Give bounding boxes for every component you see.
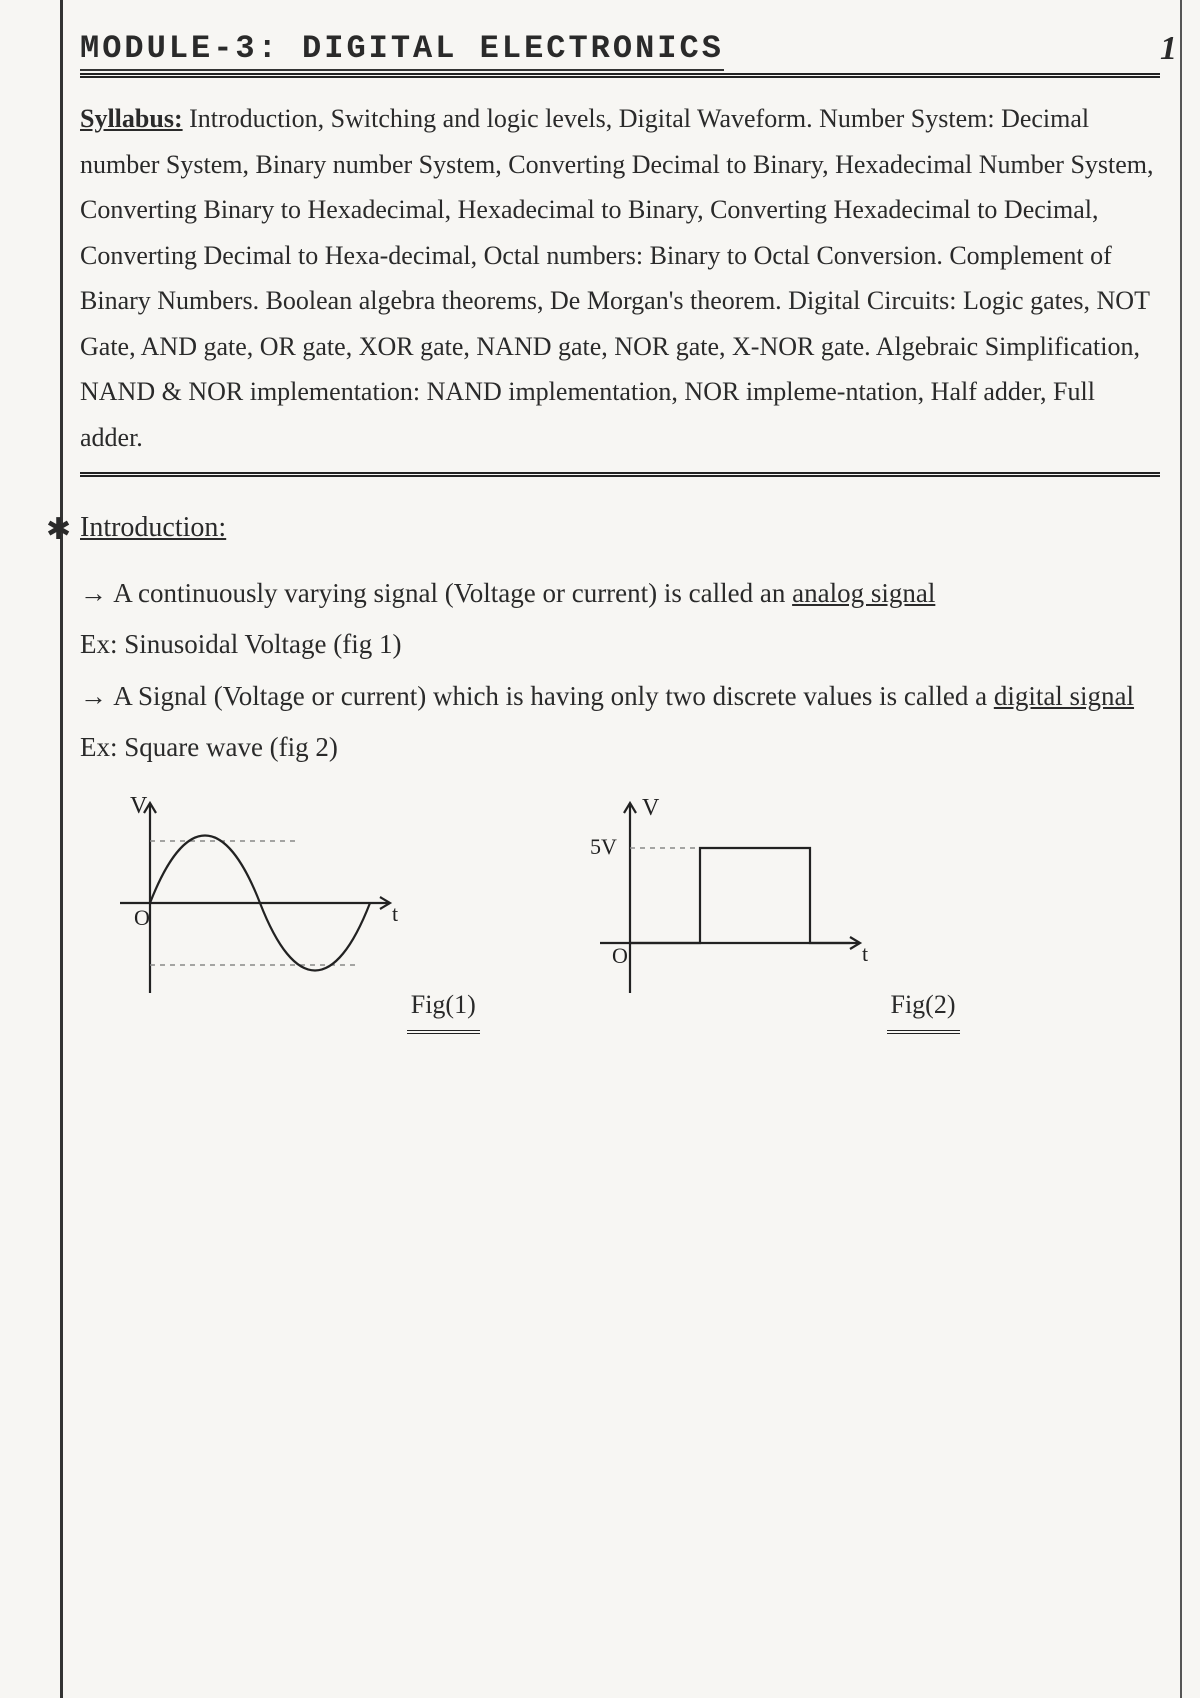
analog-signal-term: analog signal (792, 578, 935, 608)
figure-2: Vt O 5V Fig(2) (560, 793, 960, 1033)
svg-text:5V: 5V (590, 834, 617, 859)
analog-text: A continuously varying signal (Voltage o… (113, 578, 792, 608)
page-number: 1 (1160, 30, 1180, 68)
arrow-icon: → (80, 568, 108, 619)
svg-text:t: t (862, 941, 868, 966)
figure-1-caption: Fig(1) (407, 980, 480, 1033)
digital-example: Ex: Square wave (fig 2) (80, 722, 1160, 773)
sine-wave-diagram: Vt O (100, 793, 400, 1013)
syllabus-label: Syllabus: (80, 104, 183, 133)
svg-text:V: V (642, 795, 660, 821)
figures-row: Vt O Fig(1) Vt O 5V Fig(2) (80, 793, 1160, 1033)
analog-example: Ex: Sinusoidal Voltage (fig 1) (80, 619, 1160, 670)
syllabus-body: Introduction, Switching and logic levels… (80, 104, 1154, 452)
svg-text:V: V (130, 793, 148, 819)
digital-definition: → A Signal (Voltage or current) which is… (80, 671, 1160, 722)
left-margin-rule (60, 0, 63, 1698)
note-page: MODULE-3: DIGITAL ELECTRONICS 1 Syllabus… (0, 0, 1200, 1698)
introduction-block: ✱ Introduction: → A continuously varying… (80, 501, 1160, 1034)
module-title: MODULE-3: DIGITAL ELECTRONICS (80, 30, 724, 71)
svg-text:t: t (392, 901, 398, 926)
digital-signal-term: digital signal (994, 681, 1134, 711)
right-margin-rule (1180, 0, 1182, 1698)
introduction-heading: Introduction: (80, 501, 1160, 554)
analog-definition: → A continuously varying signal (Voltage… (80, 568, 1160, 619)
figure-1: Vt O Fig(1) (100, 793, 480, 1033)
svg-text:O: O (134, 905, 150, 930)
svg-text:O: O (612, 943, 628, 968)
square-wave-diagram: Vt O 5V (560, 793, 880, 1013)
arrow-icon: → (80, 671, 108, 722)
digital-text: A Signal (Voltage or current) which is h… (113, 681, 994, 711)
star-icon: ✱ (46, 501, 71, 558)
figure-2-caption: Fig(2) (887, 980, 960, 1033)
module-title-row: MODULE-3: DIGITAL ELECTRONICS 1 (80, 30, 1160, 78)
syllabus-block: Syllabus: Introduction, Switching and lo… (80, 96, 1160, 477)
